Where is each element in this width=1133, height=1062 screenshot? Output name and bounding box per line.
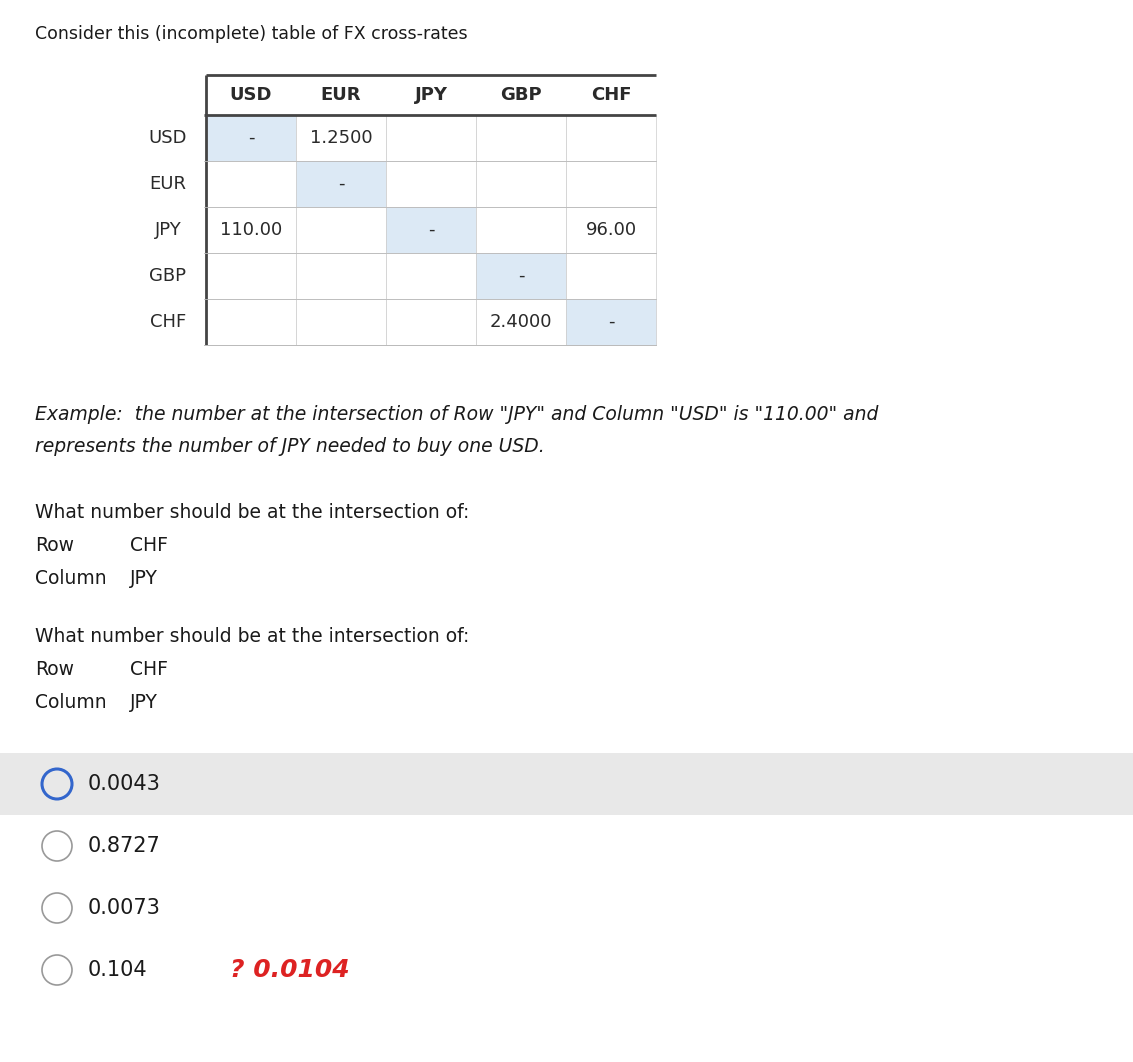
- Text: EUR: EUR: [150, 175, 187, 193]
- Bar: [476, 299, 566, 345]
- Text: JPY: JPY: [415, 86, 448, 104]
- Bar: [296, 253, 386, 299]
- Text: Example:  the number at the intersection of Row "JPY" and Column "USD" is "110.0: Example: the number at the intersection …: [35, 405, 878, 424]
- Bar: [476, 161, 566, 207]
- Text: Row: Row: [35, 660, 74, 679]
- Text: -: -: [428, 221, 434, 239]
- Text: CHF: CHF: [130, 660, 168, 679]
- Text: JPY: JPY: [154, 221, 181, 239]
- Text: Column: Column: [35, 569, 107, 588]
- Text: CHF: CHF: [130, 536, 168, 555]
- Bar: [386, 207, 476, 253]
- Bar: [566, 115, 656, 161]
- Bar: [296, 207, 386, 253]
- Text: ? 0.0104: ? 0.0104: [230, 958, 350, 982]
- Text: USD: USD: [148, 129, 187, 147]
- Text: represents the number of JPY needed to buy one USD.: represents the number of JPY needed to b…: [35, 436, 545, 456]
- Bar: [566, 207, 656, 253]
- Text: -: -: [248, 129, 254, 147]
- Bar: [206, 161, 296, 207]
- Bar: [206, 299, 296, 345]
- Text: 0.0043: 0.0043: [88, 774, 161, 794]
- Text: 0.104: 0.104: [88, 960, 147, 980]
- Text: CHF: CHF: [590, 86, 631, 104]
- Bar: [0, 753, 1133, 815]
- Text: GBP: GBP: [500, 86, 542, 104]
- Text: 0.0073: 0.0073: [88, 898, 161, 918]
- Bar: [386, 161, 476, 207]
- Text: Row: Row: [35, 536, 74, 555]
- Text: JPY: JPY: [130, 693, 157, 712]
- Bar: [476, 253, 566, 299]
- Text: 0.8727: 0.8727: [88, 836, 161, 856]
- Text: 110.00: 110.00: [220, 221, 282, 239]
- Bar: [296, 161, 386, 207]
- Text: What number should be at the intersection of:: What number should be at the intersectio…: [35, 627, 469, 646]
- Text: -: -: [607, 313, 614, 331]
- Text: 96.00: 96.00: [586, 221, 637, 239]
- Bar: [566, 299, 656, 345]
- Text: -: -: [338, 175, 344, 193]
- Text: JPY: JPY: [130, 569, 157, 588]
- Bar: [206, 115, 296, 161]
- Bar: [206, 207, 296, 253]
- Bar: [566, 161, 656, 207]
- Text: -: -: [518, 267, 525, 285]
- Bar: [566, 253, 656, 299]
- Text: 1.2500: 1.2500: [309, 129, 373, 147]
- Text: Consider this (incomplete) table of FX cross-rates: Consider this (incomplete) table of FX c…: [35, 25, 468, 42]
- Text: 2.4000: 2.4000: [489, 313, 552, 331]
- Text: CHF: CHF: [150, 313, 186, 331]
- Text: Column: Column: [35, 693, 107, 712]
- Bar: [386, 299, 476, 345]
- Bar: [296, 115, 386, 161]
- Text: USD: USD: [230, 86, 272, 104]
- Bar: [206, 253, 296, 299]
- Bar: [476, 115, 566, 161]
- Bar: [296, 299, 386, 345]
- Bar: [476, 207, 566, 253]
- Text: GBP: GBP: [150, 267, 187, 285]
- Bar: [386, 253, 476, 299]
- Text: EUR: EUR: [321, 86, 361, 104]
- Text: What number should be at the intersection of:: What number should be at the intersectio…: [35, 503, 469, 523]
- Bar: [386, 115, 476, 161]
